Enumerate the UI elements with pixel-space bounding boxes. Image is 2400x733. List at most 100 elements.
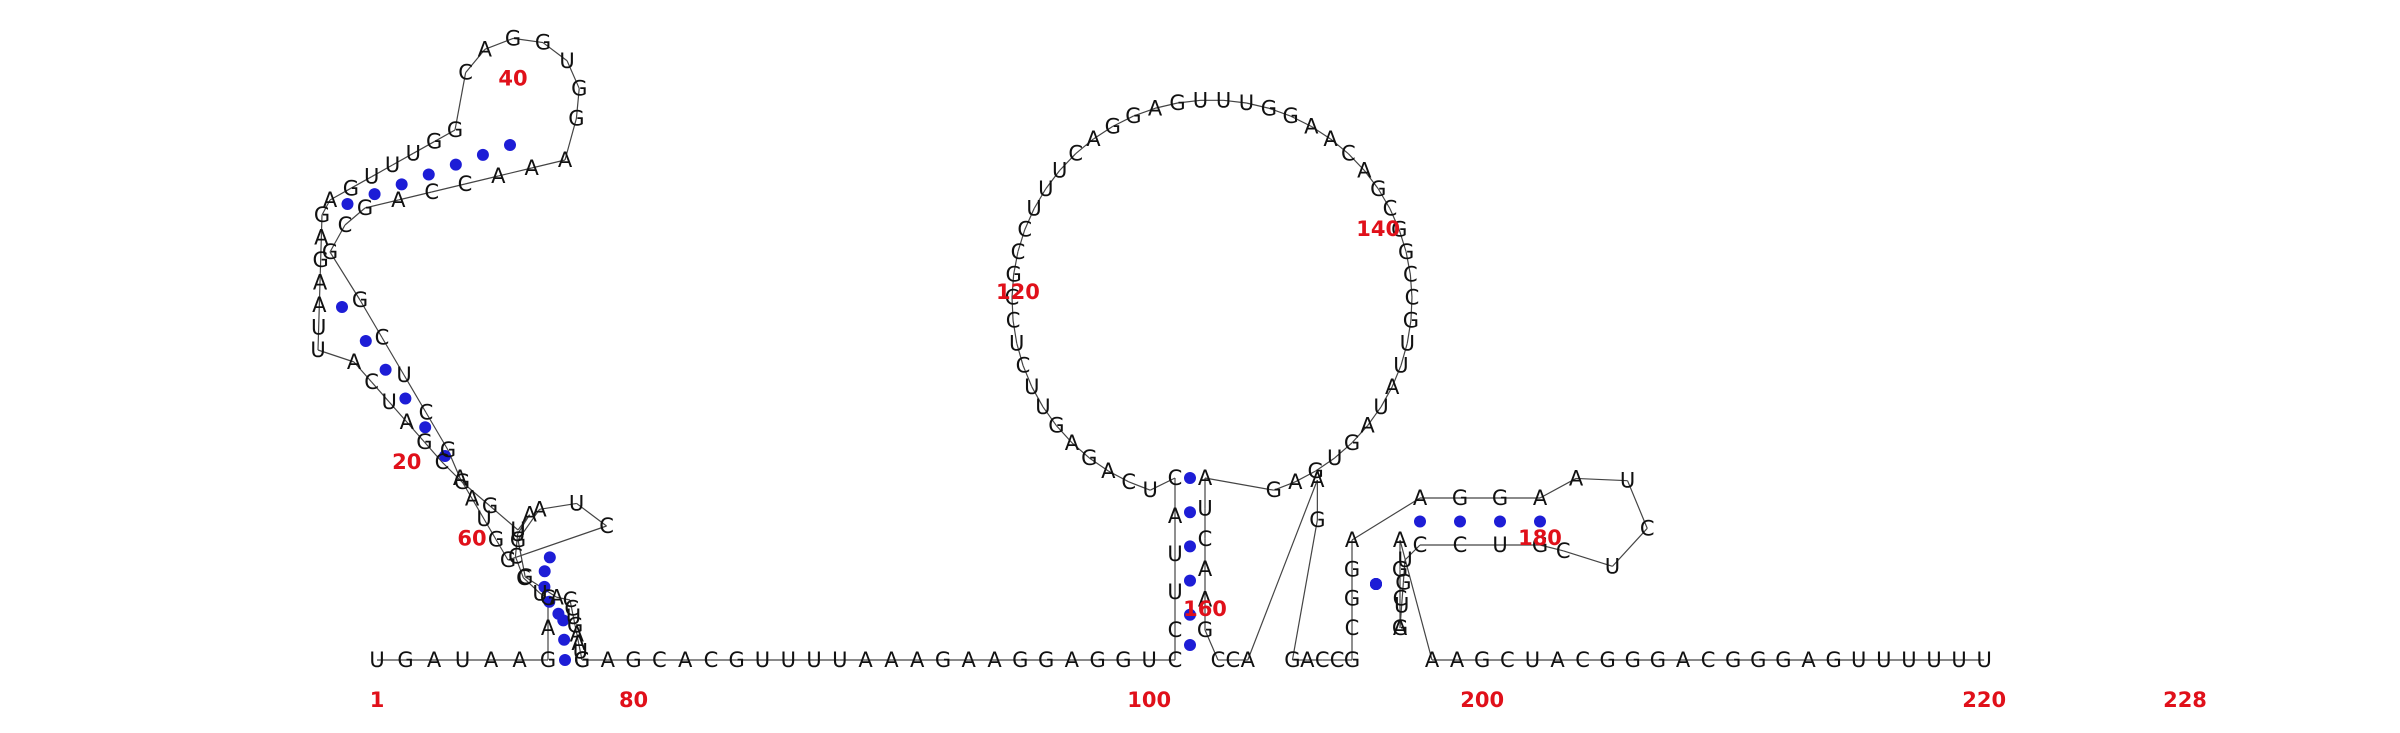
nucleotide: A [1533, 486, 1548, 510]
nucleotide: G [1395, 571, 1411, 595]
nucleotide: G [1090, 648, 1106, 672]
base-pair-dot [399, 392, 412, 405]
nucleotide: U [532, 581, 547, 605]
nucleotide: U [385, 153, 400, 177]
backbone-segment [1223, 99, 1247, 104]
nucleotide: C [1016, 353, 1031, 377]
backbone-segment [371, 381, 390, 403]
backbone-segment [1611, 527, 1648, 567]
backbone-segment [498, 167, 532, 177]
backbone-segment [381, 337, 405, 376]
backbone-segment [1011, 297, 1014, 321]
nucleotide: C [1405, 285, 1420, 309]
nucleotide: A [1241, 648, 1256, 672]
nucleotide: C [516, 566, 531, 590]
backbone-segment [484, 37, 514, 50]
backbone-segment [1575, 477, 1628, 482]
nucleotide: U [1239, 91, 1254, 115]
backbone-segment [1011, 274, 1015, 298]
nucleotide: G [1403, 308, 1419, 332]
nucleotide: U [510, 518, 525, 542]
backbone-segment [1033, 188, 1047, 209]
nucleotide: C [599, 514, 614, 538]
nucleotide: C [338, 213, 353, 237]
nucleotide: G [1392, 557, 1408, 581]
backbone-segment [1024, 208, 1035, 230]
nucleotide: G [1081, 446, 1097, 470]
nucleotide: A [884, 648, 899, 672]
nucleotide: C [1500, 648, 1515, 672]
backbone-segment [1075, 138, 1094, 155]
base-pair-dot [1184, 506, 1196, 519]
nucleotide: C [704, 648, 719, 672]
nucleotide: U [1876, 648, 1891, 672]
nucleotide: U [1216, 88, 1231, 112]
index-label: 120 [996, 280, 1040, 304]
nucleotide: A [601, 648, 616, 672]
backbone-segment [1315, 457, 1336, 472]
base-pair-dot [558, 633, 571, 646]
nucleotide: G [447, 118, 463, 142]
nucleotide: U [1035, 395, 1050, 419]
backbone-segment [1563, 550, 1613, 567]
nucleotide: U [1024, 375, 1039, 399]
nucleotide: C [458, 172, 473, 196]
backbone-segment [1391, 365, 1402, 388]
base-pair-dot [419, 421, 432, 434]
nucleotide: G [1344, 648, 1360, 672]
nucleotide: C [1005, 285, 1020, 309]
nucleotide: C [1403, 262, 1418, 286]
backbone-segment [317, 349, 355, 363]
nucleotide: A [1086, 127, 1101, 151]
backbone-segment [329, 187, 352, 201]
backbone-segment [1351, 497, 1421, 541]
backbone-segment [319, 259, 322, 283]
nucleotide: U [559, 49, 574, 73]
nucleotide: C [1168, 618, 1183, 642]
backbone-segment [576, 502, 607, 527]
index-label: 220 [1962, 688, 2006, 712]
nucleotide: U [1026, 197, 1041, 221]
nucleotide: G [1532, 533, 1548, 557]
nucleotide: G [1625, 648, 1641, 672]
base-pair-dot [504, 139, 516, 151]
backbone-segment [1268, 107, 1291, 117]
nucleotide: U [832, 648, 847, 672]
nucleotide: G [1309, 508, 1325, 532]
backbone-layer [317, 37, 1985, 661]
nucleotide: A [1065, 648, 1080, 672]
backbone-segment [1246, 102, 1270, 109]
backbone-segment [517, 539, 526, 577]
backbone-segment [483, 518, 497, 540]
backbone-segment [1059, 153, 1077, 171]
nucleotide: C [1393, 587, 1408, 611]
nucleotide: U [1977, 648, 1992, 672]
nucleotide: G [1261, 96, 1277, 120]
nucleotide: C [1315, 648, 1330, 672]
nucleotide: G [574, 648, 590, 672]
nucleotide: G [567, 614, 583, 638]
nucleotide: C [1341, 142, 1356, 166]
backbone-segment [1404, 544, 1421, 561]
nucleotide: G [1391, 218, 1407, 242]
base-pair-dot [543, 551, 556, 564]
nucleotide: G [1284, 648, 1300, 672]
backbone-segment [572, 617, 576, 626]
backbone-segment [353, 361, 373, 383]
nucleotide: U [569, 491, 584, 515]
base-pair-dot [1184, 639, 1196, 651]
nucleotide: A [1310, 468, 1325, 492]
nucleotide: G [440, 438, 456, 462]
nucleotide: G [568, 107, 584, 131]
base-pair-dot [1184, 608, 1196, 621]
nucleotide: U [406, 141, 421, 165]
base-pair-dot [379, 363, 392, 376]
nucleotide: G [357, 196, 373, 220]
backbone-segment [575, 88, 580, 119]
nucleotide: G [1048, 414, 1064, 438]
nucleotide: C [1701, 648, 1716, 672]
nucleotide: U [1052, 158, 1067, 182]
nucleotide: G [729, 648, 745, 672]
nucleotide: A [491, 164, 506, 188]
